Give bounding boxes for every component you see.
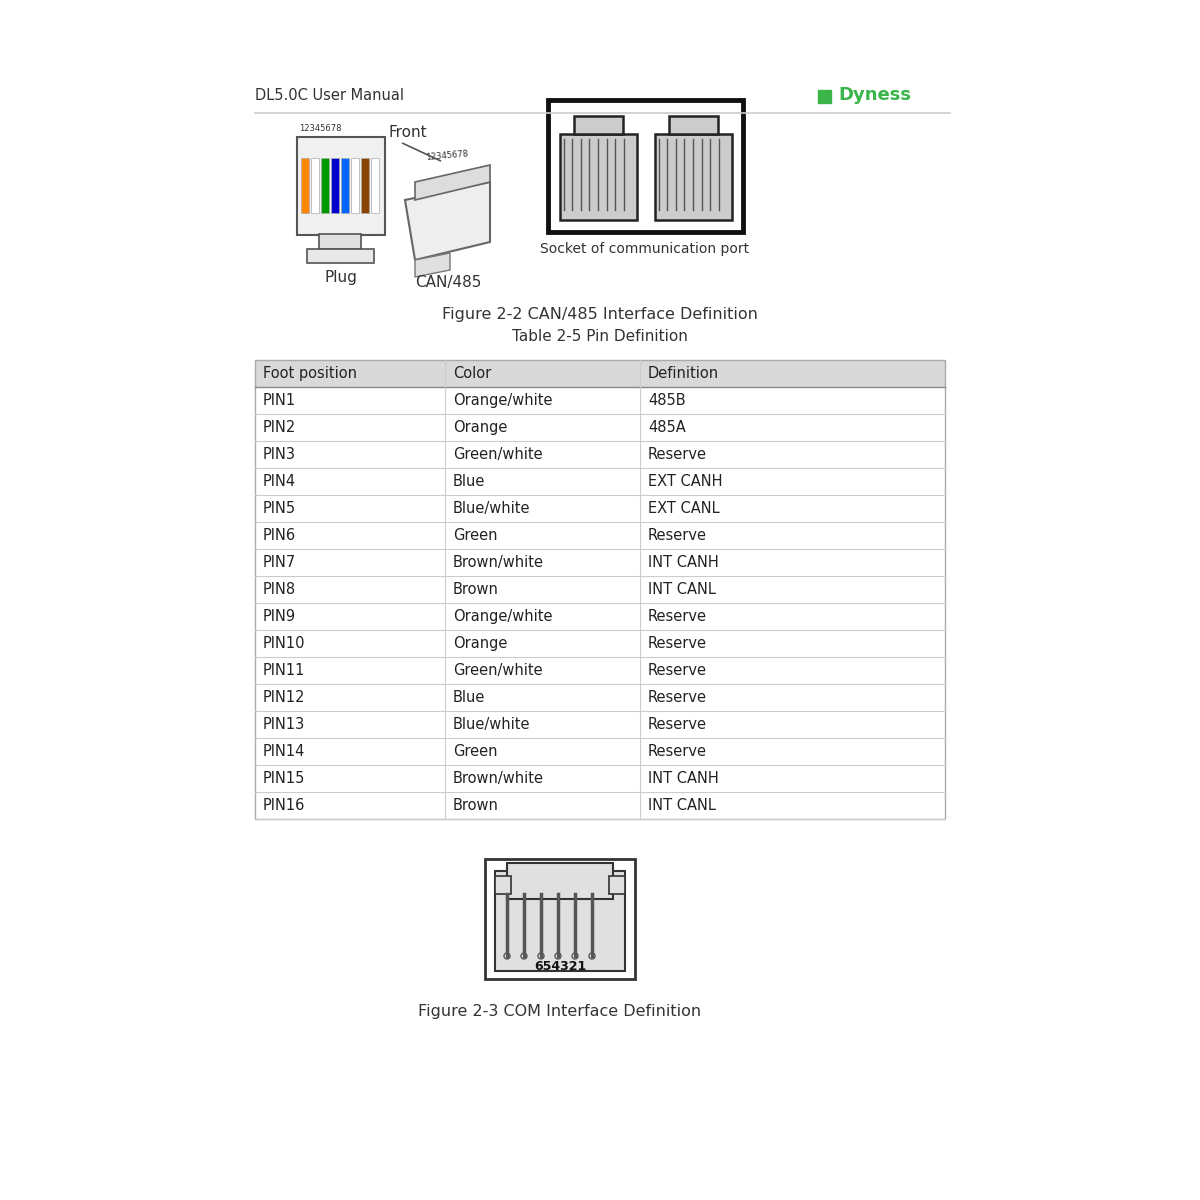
Text: Reserve: Reserve xyxy=(648,446,707,462)
Text: Color: Color xyxy=(454,366,491,382)
Bar xyxy=(256,360,946,386)
Text: PIN1: PIN1 xyxy=(263,392,296,408)
Text: Foot position: Foot position xyxy=(263,366,358,382)
Text: EXT CANH: EXT CANH xyxy=(648,474,722,490)
Bar xyxy=(496,871,625,971)
Text: Orange: Orange xyxy=(454,420,508,434)
Text: Figure 2-3 COM Interface Definition: Figure 2-3 COM Interface Definition xyxy=(419,1004,702,1019)
Text: PIN12: PIN12 xyxy=(263,690,306,704)
Text: Orange/white: Orange/white xyxy=(454,392,552,408)
Text: Table 2-5 Pin Definition: Table 2-5 Pin Definition xyxy=(512,329,688,344)
Bar xyxy=(371,158,379,214)
Text: Reserve: Reserve xyxy=(648,662,707,678)
Text: 654321: 654321 xyxy=(534,960,586,973)
Text: PIN16: PIN16 xyxy=(263,798,305,814)
Bar xyxy=(319,234,361,248)
Text: 12345678: 12345678 xyxy=(299,124,342,133)
Text: Brown: Brown xyxy=(454,798,499,814)
Text: Plug: Plug xyxy=(324,270,358,284)
Text: PIN3: PIN3 xyxy=(263,446,296,462)
Text: PIN6: PIN6 xyxy=(263,528,296,542)
Bar xyxy=(826,97,830,103)
Text: PIN11: PIN11 xyxy=(263,662,305,678)
Text: CAN/485: CAN/485 xyxy=(415,275,481,290)
Text: INT CANH: INT CANH xyxy=(648,554,719,570)
Circle shape xyxy=(589,953,595,959)
Bar xyxy=(826,90,830,96)
Text: Reserve: Reserve xyxy=(648,636,707,650)
Bar xyxy=(610,876,625,894)
Text: PIN10: PIN10 xyxy=(263,636,306,650)
Text: EXT CANL: EXT CANL xyxy=(648,502,720,516)
Text: Front: Front xyxy=(388,125,427,140)
Text: PIN5: PIN5 xyxy=(263,502,296,516)
Bar xyxy=(361,158,370,214)
Bar xyxy=(496,876,511,894)
Text: DL5.0C User Manual: DL5.0C User Manual xyxy=(256,88,404,102)
Text: Reserve: Reserve xyxy=(648,608,707,624)
Bar xyxy=(298,137,385,235)
Text: INT CANL: INT CANL xyxy=(648,798,716,814)
Text: PIN13: PIN13 xyxy=(263,716,305,732)
Circle shape xyxy=(538,953,544,959)
Text: PIN4: PIN4 xyxy=(263,474,296,490)
Bar xyxy=(818,90,824,96)
Text: Green: Green xyxy=(454,528,498,542)
Text: PIN9: PIN9 xyxy=(263,608,296,624)
Text: Socket of communication port: Socket of communication port xyxy=(540,242,750,256)
Text: PIN14: PIN14 xyxy=(263,744,305,758)
Text: INT CANL: INT CANL xyxy=(648,582,716,596)
Text: Green/white: Green/white xyxy=(454,662,542,678)
Text: Brown: Brown xyxy=(454,582,499,596)
Text: PIN15: PIN15 xyxy=(263,770,305,786)
Text: Definition: Definition xyxy=(648,366,719,382)
Bar xyxy=(670,116,718,134)
Text: Orange/white: Orange/white xyxy=(454,608,552,624)
Text: Brown/white: Brown/white xyxy=(454,554,544,570)
Text: Orange: Orange xyxy=(454,636,508,650)
Circle shape xyxy=(572,953,578,959)
Text: Green/white: Green/white xyxy=(454,446,542,462)
Text: Blue/white: Blue/white xyxy=(454,502,530,516)
Text: Figure 2-2 CAN/485 Interface Definition: Figure 2-2 CAN/485 Interface Definition xyxy=(442,307,758,322)
Circle shape xyxy=(504,953,510,959)
Text: 485A: 485A xyxy=(648,420,685,434)
Text: PIN2: PIN2 xyxy=(263,420,296,434)
Text: INT CANH: INT CANH xyxy=(648,770,719,786)
Text: PIN7: PIN7 xyxy=(263,554,296,570)
Text: 485B: 485B xyxy=(648,392,685,408)
Bar xyxy=(560,134,637,220)
Bar xyxy=(301,158,310,214)
Bar xyxy=(485,859,635,979)
Text: Reserve: Reserve xyxy=(648,744,707,758)
Text: Blue/white: Blue/white xyxy=(454,716,530,732)
Text: Blue: Blue xyxy=(454,690,485,704)
Bar xyxy=(818,97,824,103)
Text: Dyness: Dyness xyxy=(838,86,911,104)
Text: Green: Green xyxy=(454,744,498,758)
Bar xyxy=(341,158,349,214)
Bar xyxy=(311,158,319,214)
Bar xyxy=(508,863,613,899)
Bar xyxy=(331,158,340,214)
Bar xyxy=(352,158,359,214)
Polygon shape xyxy=(415,164,490,200)
Bar xyxy=(322,158,329,214)
Polygon shape xyxy=(406,182,490,260)
Bar xyxy=(256,360,946,818)
Text: Reserve: Reserve xyxy=(648,716,707,732)
Text: Brown/white: Brown/white xyxy=(454,770,544,786)
Text: 12345678: 12345678 xyxy=(425,149,468,162)
Circle shape xyxy=(521,953,527,959)
Bar xyxy=(655,134,732,220)
Bar xyxy=(548,100,743,232)
Bar xyxy=(307,248,374,263)
Text: PIN8: PIN8 xyxy=(263,582,296,596)
Text: Reserve: Reserve xyxy=(648,690,707,704)
Bar xyxy=(574,116,623,134)
Polygon shape xyxy=(415,253,450,277)
Text: Blue: Blue xyxy=(454,474,485,490)
Circle shape xyxy=(554,953,562,959)
Text: Reserve: Reserve xyxy=(648,528,707,542)
